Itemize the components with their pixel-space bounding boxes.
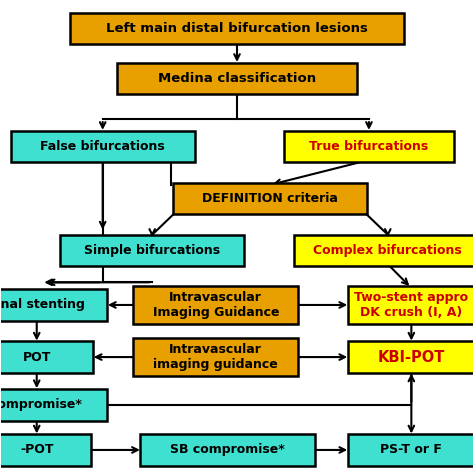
Text: Left main distal bifurcation lesions: Left main distal bifurcation lesions <box>106 22 368 35</box>
FancyBboxPatch shape <box>133 338 298 376</box>
Text: Complex bifurcations: Complex bifurcations <box>313 244 462 257</box>
Text: Two-stent appro
DK crush (I, A): Two-stent appro DK crush (I, A) <box>354 291 468 319</box>
Text: Intravascular
Imaging Guidance: Intravascular Imaging Guidance <box>153 291 279 319</box>
Text: PS-T or F: PS-T or F <box>381 444 442 456</box>
Text: KBI-POT: KBI-POT <box>378 349 445 365</box>
Text: Intravascular
imaging guidance: Intravascular imaging guidance <box>154 343 278 371</box>
Text: DEFINITION criteria: DEFINITION criteria <box>202 192 338 205</box>
FancyBboxPatch shape <box>11 130 195 162</box>
FancyBboxPatch shape <box>133 286 298 324</box>
Text: True bifurcations: True bifurcations <box>310 140 428 153</box>
FancyBboxPatch shape <box>284 130 454 162</box>
FancyBboxPatch shape <box>140 434 315 466</box>
FancyBboxPatch shape <box>348 341 474 373</box>
FancyBboxPatch shape <box>173 182 366 214</box>
FancyBboxPatch shape <box>348 286 474 324</box>
Text: Simple bifurcations: Simple bifurcations <box>84 244 220 257</box>
Text: compromise*: compromise* <box>0 398 82 411</box>
Text: POT: POT <box>23 351 51 364</box>
FancyBboxPatch shape <box>117 63 357 94</box>
FancyBboxPatch shape <box>0 341 93 373</box>
FancyBboxPatch shape <box>0 289 108 321</box>
Text: -POT: -POT <box>20 444 54 456</box>
Text: ional stenting: ional stenting <box>0 299 85 311</box>
FancyBboxPatch shape <box>60 235 244 266</box>
FancyBboxPatch shape <box>293 235 474 266</box>
FancyBboxPatch shape <box>0 389 108 420</box>
Text: False bifurcations: False bifurcations <box>40 140 165 153</box>
FancyBboxPatch shape <box>0 434 91 466</box>
FancyBboxPatch shape <box>70 13 404 45</box>
Text: Medina classification: Medina classification <box>158 72 316 85</box>
Text: SB compromise*: SB compromise* <box>170 444 285 456</box>
FancyBboxPatch shape <box>348 434 474 466</box>
